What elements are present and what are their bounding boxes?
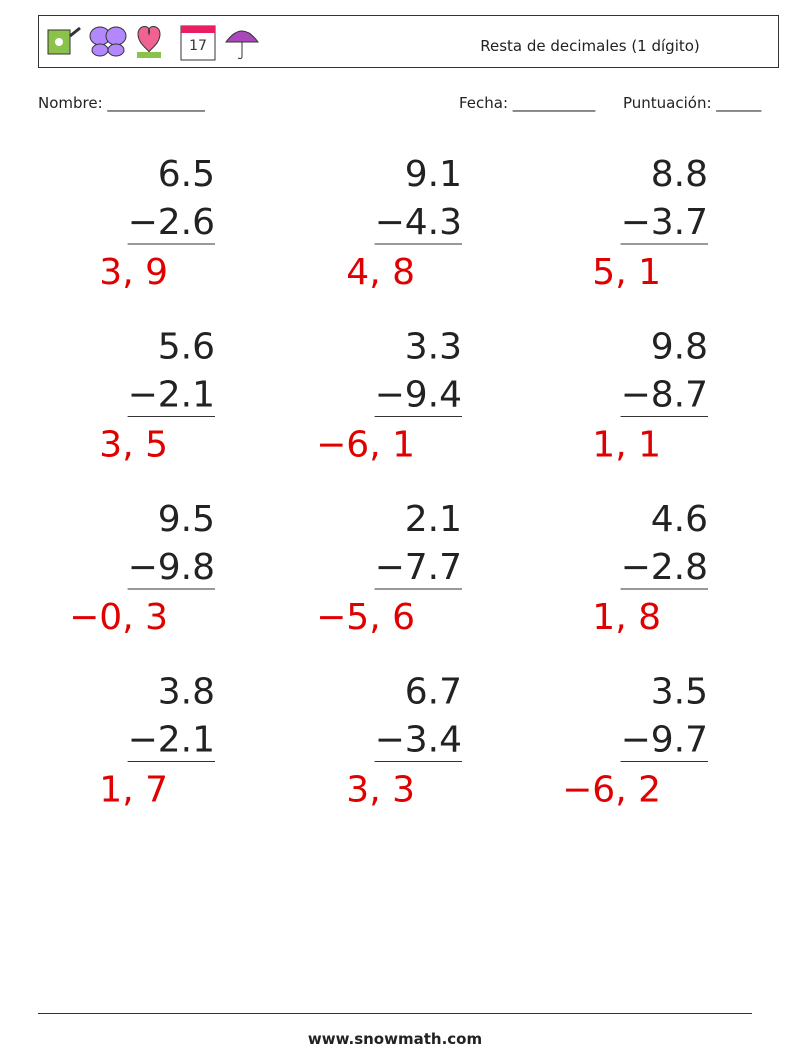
subtrahend: −9.8 [128,547,215,588]
answer: 3, 5 [99,425,168,466]
subtrahend: −3.4 [375,720,462,761]
subtrahend: −2.6 [128,202,215,243]
answer: −6, 2 [562,770,661,811]
minuend: 2.1 [405,499,462,540]
header-icons: 17 [47,25,259,61]
subtrahend: −9.4 [375,375,462,416]
name-field: Nombre: _____________ [38,94,205,113]
answer: −5, 6 [316,597,415,638]
answer: 5, 1 [592,252,661,293]
minuend: 9.1 [405,154,462,195]
subtrahend: −3.7 [621,202,708,243]
answer: 1, 8 [592,597,661,638]
score-field: Puntuación: ______ [623,94,762,113]
footer-url: www.snowmath.com [308,1030,482,1048]
header-box [38,15,779,68]
answer: 3, 9 [99,252,168,293]
minuend: 3.5 [651,672,708,713]
minuend: 6.5 [158,154,215,195]
svg-text:17: 17 [189,38,207,54]
answer: 3, 3 [346,770,415,811]
answer: 1, 1 [592,425,661,466]
minuend: 3.3 [405,327,462,368]
subtrahend: −2.8 [621,547,708,588]
subtrahend: −4.3 [375,202,462,243]
minuend: 6.7 [405,672,462,713]
subtrahend: −2.1 [128,720,215,761]
subtrahend: −7.7 [375,547,462,588]
minuend: 4.6 [651,499,708,540]
subtrahend: −2.1 [128,375,215,416]
minuend: 9.8 [651,327,708,368]
answer: −0, 3 [69,597,168,638]
date-field: Fecha: ___________ [459,94,596,113]
minuend: 3.8 [158,672,215,713]
answer: 4, 8 [346,252,415,293]
answer: −6, 1 [316,425,415,466]
minuend: 8.8 [651,154,708,195]
minuend: 5.6 [158,327,215,368]
subtrahend: −9.7 [621,720,708,761]
minuend: 9.5 [158,499,215,540]
answer: 1, 7 [99,770,168,811]
subtrahend: −8.7 [621,375,708,416]
title: Resta de decimales (1 dígito) [480,37,700,55]
